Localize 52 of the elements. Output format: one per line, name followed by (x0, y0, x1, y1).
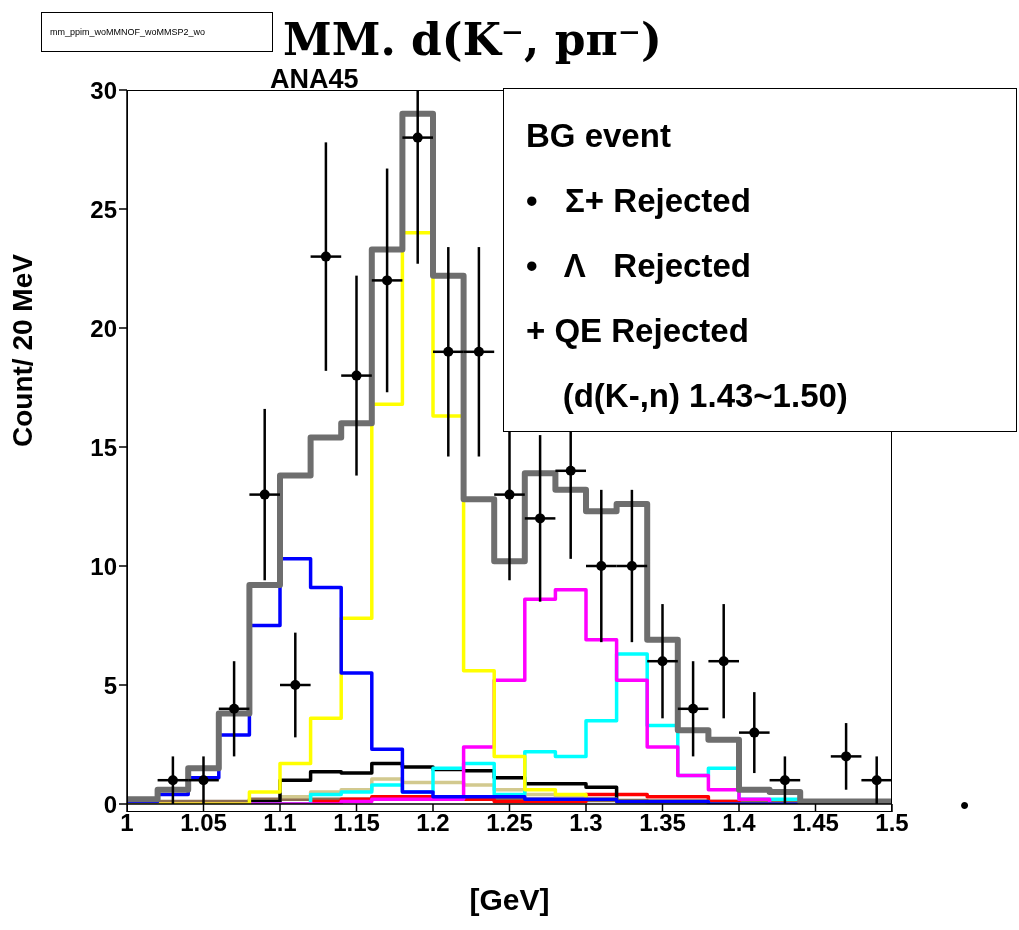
y-axis-title: Count/ 20 MeV (6, 253, 38, 447)
point (871, 775, 882, 786)
point (412, 132, 423, 143)
point (841, 751, 852, 762)
point (351, 370, 362, 381)
point (688, 703, 699, 714)
chart-title: MM. d(K⁻, pπ⁻) (283, 13, 662, 67)
y-tick-label: 15 (90, 433, 117, 461)
y-tick-label: 25 (90, 195, 117, 223)
point (229, 703, 240, 714)
point (473, 346, 484, 357)
point (718, 656, 729, 667)
x-tick-label: 1.1 (263, 809, 297, 837)
x-tick-label: 1.5 (875, 809, 909, 837)
point (320, 251, 331, 262)
y-tick-label: 0 (103, 790, 117, 818)
point (167, 775, 178, 786)
point (290, 680, 301, 690)
x-tick-label: 1.3 (569, 809, 603, 837)
point (657, 656, 668, 667)
point (504, 489, 515, 500)
point (382, 275, 393, 286)
annotation: ANA45 (270, 64, 359, 95)
y-tick-label: 20 (90, 314, 117, 342)
x-tick-label: 1.35 (639, 809, 686, 837)
x-tick-label: 1.15 (333, 809, 380, 837)
point (259, 489, 270, 500)
text: • (960, 790, 970, 821)
point (779, 775, 790, 786)
x-tick-label: 1 (120, 809, 134, 837)
point (443, 346, 454, 357)
x-axis-title: [GeV] (469, 883, 550, 916)
y-tick-label: 5 (103, 671, 117, 699)
annotation: • Σ+ Rejected (526, 181, 752, 221)
point (626, 561, 637, 571)
point (535, 513, 546, 524)
point (596, 561, 607, 571)
point (749, 727, 760, 738)
x-tick-label: 1.4 (722, 809, 757, 837)
annotation: + QE Rejected (526, 311, 750, 351)
annotation: • Λ Rejected (526, 246, 752, 286)
x-tick-label: 1.2 (416, 809, 450, 837)
annotation: (d(K-,n) 1.43~1.50) (561, 376, 849, 416)
y-tick-label: 30 (90, 76, 117, 104)
x-tick-label: 1.25 (486, 809, 533, 837)
annotation: BG event (526, 116, 672, 156)
x-tick-label: 1.45 (792, 809, 839, 837)
point (565, 465, 576, 476)
point (198, 775, 209, 786)
y-tick-label: 10 (90, 552, 117, 580)
x-tick-label: 1.05 (180, 809, 227, 837)
text: mm_ppim_woMMNOF_woMMSP2_wo (41, 12, 273, 52)
